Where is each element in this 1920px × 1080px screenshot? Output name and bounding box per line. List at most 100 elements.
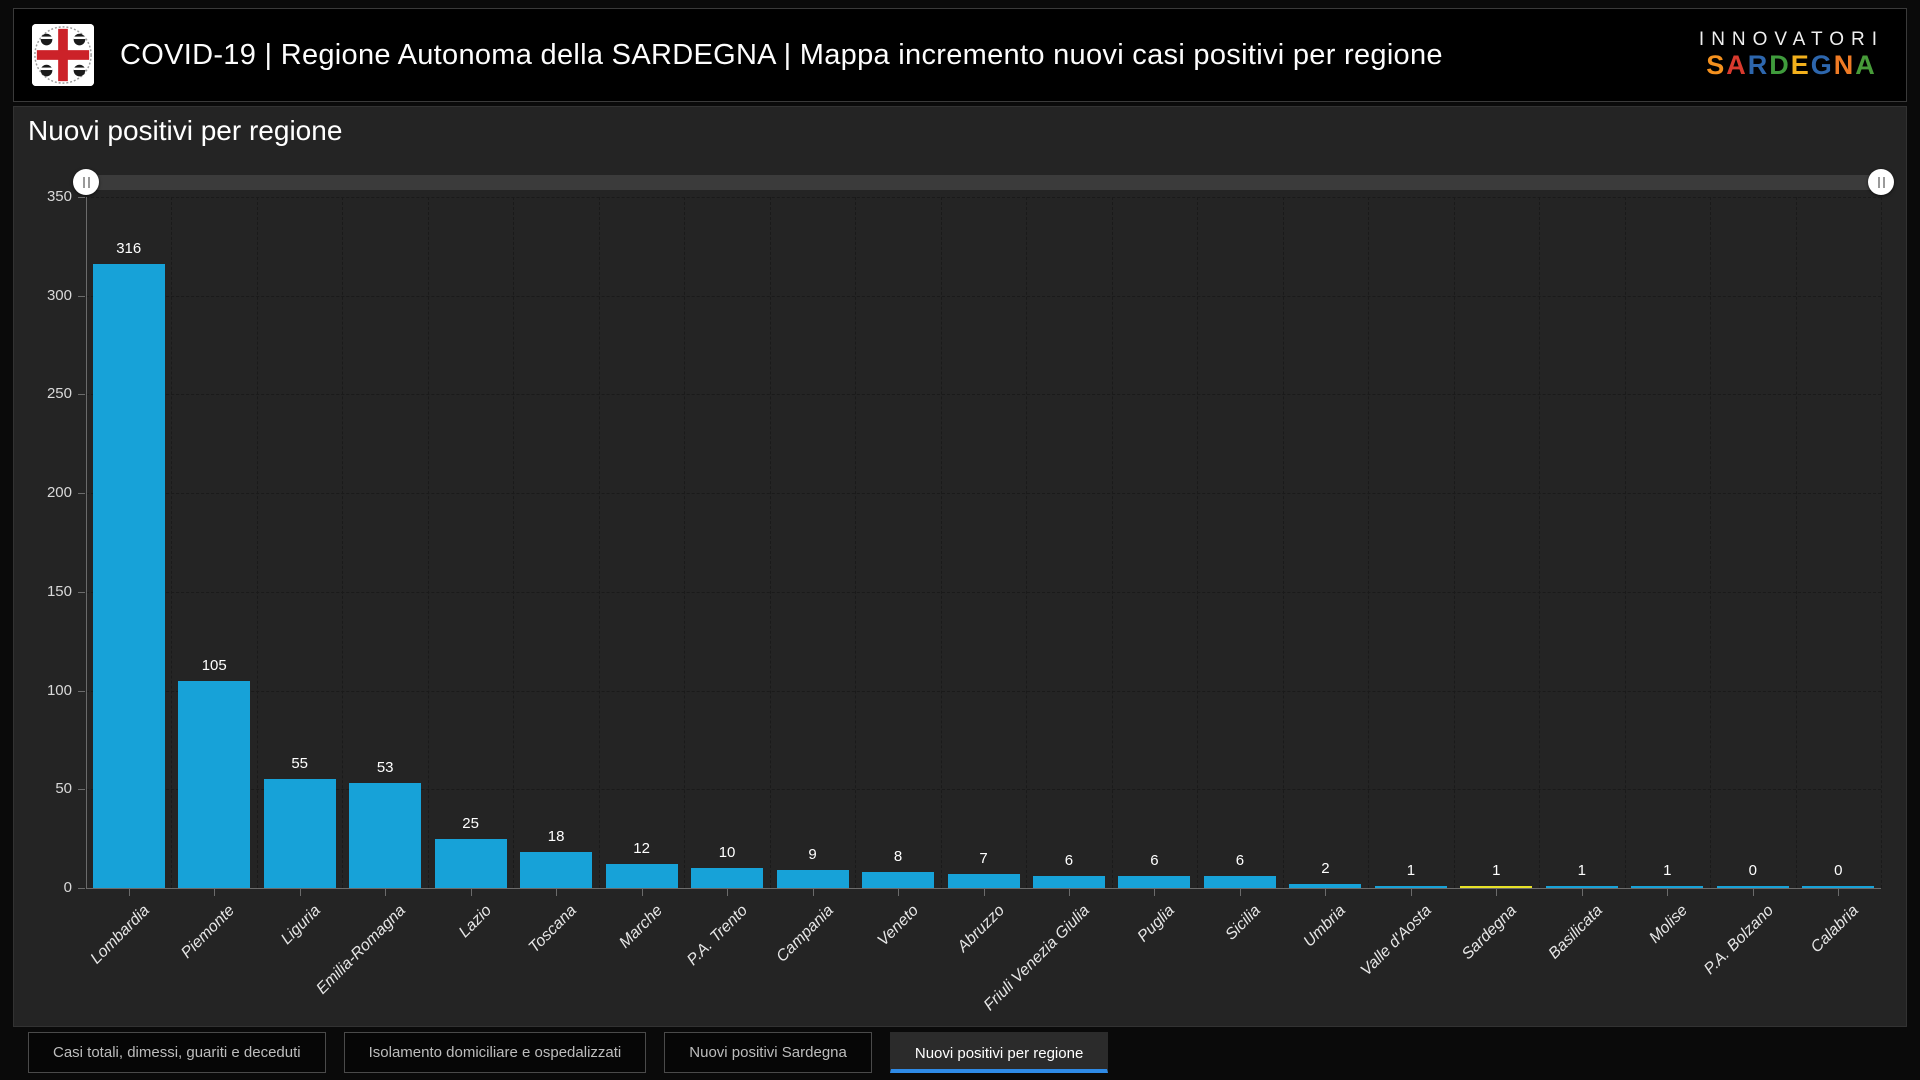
x-axis-label-calabria: Calabria xyxy=(1808,902,1863,957)
bar-lombardia[interactable] xyxy=(92,264,165,888)
bar-lazio[interactable] xyxy=(434,838,507,888)
x-axis-label-sardegna: Sardegna xyxy=(1459,902,1521,964)
innovatori-sardegna-logo: INNOVATORI SARDEGNA xyxy=(1699,29,1884,81)
bar-sicilia[interactable] xyxy=(1203,876,1276,888)
bar-value-label: 8 xyxy=(893,848,903,866)
y-axis-tick xyxy=(78,690,85,692)
x-axis-label-veneto: Veneto xyxy=(874,902,923,950)
x-axis-label-campania: Campania xyxy=(772,902,837,966)
x-axis-tick xyxy=(1581,889,1583,896)
v-gridline xyxy=(1624,197,1626,888)
bar-veneto[interactable] xyxy=(862,872,935,888)
bar-marche[interactable] xyxy=(605,864,678,888)
x-axis-tick xyxy=(470,889,472,896)
bar-umbria[interactable] xyxy=(1289,884,1362,888)
x-axis-label-piemonte: Piemonte xyxy=(178,902,239,962)
v-gridline xyxy=(171,197,173,888)
x-axis-tick xyxy=(1667,889,1669,896)
h-gridline xyxy=(86,789,1881,791)
x-axis-tick xyxy=(1838,889,1840,896)
y-axis-label: 300 xyxy=(46,286,72,304)
y-axis-label: 200 xyxy=(46,484,72,502)
v-gridline xyxy=(940,197,942,888)
h-gridline xyxy=(86,394,1881,396)
tab-nuovi-positivi-per-regione[interactable]: Nuovi positivi per regione xyxy=(889,1032,1109,1073)
x-axis-tick xyxy=(898,889,900,896)
slider-handle-left[interactable] xyxy=(73,169,99,195)
bar-campania[interactable] xyxy=(776,870,849,888)
x-axis-tick xyxy=(299,889,301,896)
bar-liguria[interactable] xyxy=(263,779,336,888)
bar-toscana[interactable] xyxy=(520,852,593,888)
y-axis-tick xyxy=(78,888,85,889)
y-axis-line xyxy=(86,197,87,888)
slider-grip-icon xyxy=(82,176,90,188)
bar-value-label: 1 xyxy=(1577,861,1586,879)
bar-value-label: 2 xyxy=(1321,860,1330,878)
brand-letter: A xyxy=(1855,49,1877,80)
bar-piemonte[interactable] xyxy=(178,680,251,888)
x-axis-label-toscana: Toscana xyxy=(525,902,581,957)
h-gridline xyxy=(86,295,1881,297)
bar-molise[interactable] xyxy=(1631,885,1704,888)
bar-value-label: 12 xyxy=(633,840,650,858)
time-range-slider-track[interactable] xyxy=(86,175,1881,190)
brand-letter: N xyxy=(1833,49,1856,80)
page-title: COVID-19 | Regione Autonoma della SARDEG… xyxy=(120,38,1443,71)
sardegna-crest-logo xyxy=(32,24,94,86)
v-gridline xyxy=(1881,197,1882,888)
v-gridline xyxy=(684,197,686,888)
bar-valle-d-aosta[interactable] xyxy=(1374,885,1447,888)
bar-value-label: 0 xyxy=(1834,861,1843,879)
v-gridline xyxy=(256,197,258,888)
slider-grip-icon xyxy=(1877,176,1885,188)
bar-p-a-trento[interactable] xyxy=(691,868,764,888)
x-axis-label-lazio: Lazio xyxy=(455,902,495,942)
bar-value-label: 25 xyxy=(462,814,479,832)
v-gridline xyxy=(598,197,600,888)
bar-value-label: 1 xyxy=(1406,861,1416,879)
y-axis-label: 250 xyxy=(46,385,72,403)
bar-puglia[interactable] xyxy=(1118,876,1191,888)
v-gridline xyxy=(1282,197,1284,888)
x-axis-tick xyxy=(1325,889,1327,896)
tab-isolamento[interactable]: Isolamento domiciliare e ospedalizzati xyxy=(343,1032,647,1073)
slider-handle-right[interactable] xyxy=(1868,169,1894,195)
x-axis-tick xyxy=(1410,889,1412,896)
x-axis-tick xyxy=(1154,889,1156,896)
bar-basilicata[interactable] xyxy=(1545,885,1618,888)
x-axis-tick xyxy=(727,889,729,896)
bar-value-label: 105 xyxy=(201,656,227,674)
bar-sardegna[interactable] xyxy=(1460,885,1533,888)
brand-letter: R xyxy=(1747,49,1770,80)
y-axis-tick xyxy=(78,493,85,495)
y-axis-tick xyxy=(78,394,85,396)
x-axis-tick xyxy=(128,889,130,896)
bar-value-label: 6 xyxy=(1235,852,1245,870)
x-axis-tick xyxy=(1068,889,1070,896)
x-axis-tick xyxy=(1239,889,1241,896)
tab-casi-totali[interactable]: Casi totali, dimessi, guariti e deceduti xyxy=(28,1032,326,1073)
y-axis-label: 0 xyxy=(63,879,72,896)
bar-abruzzo[interactable] xyxy=(947,874,1020,888)
x-axis-tick xyxy=(385,889,387,896)
v-gridline xyxy=(1026,197,1028,888)
x-axis-tick xyxy=(1496,889,1498,896)
bar-value-label: 55 xyxy=(291,755,309,773)
v-gridline xyxy=(1368,197,1370,888)
tab-nuovi-positivi-sardegna[interactable]: Nuovi positivi Sardegna xyxy=(664,1032,872,1073)
bar-value-label: 7 xyxy=(979,850,988,868)
v-gridline xyxy=(1111,197,1113,888)
bar-friuli-venezia-giulia[interactable] xyxy=(1032,876,1105,888)
y-axis-label: 350 xyxy=(46,188,72,205)
bar-emilia-romagna[interactable] xyxy=(349,783,422,888)
header-bar: COVID-19 | Regione Autonoma della SARDEG… xyxy=(13,8,1907,102)
x-axis-label-puglia: Puglia xyxy=(1134,902,1179,946)
h-gridline xyxy=(86,197,1881,198)
x-axis-line xyxy=(86,888,1881,889)
bar-p-a-bolzano[interactable] xyxy=(1716,885,1789,888)
bar-calabria[interactable] xyxy=(1802,885,1875,888)
x-axis-label-liguria: Liguria xyxy=(277,902,324,948)
bar-chart: 0 50 100 150 200 250 300 350 316 Lombardia 105 Piem… xyxy=(14,107,1906,1026)
